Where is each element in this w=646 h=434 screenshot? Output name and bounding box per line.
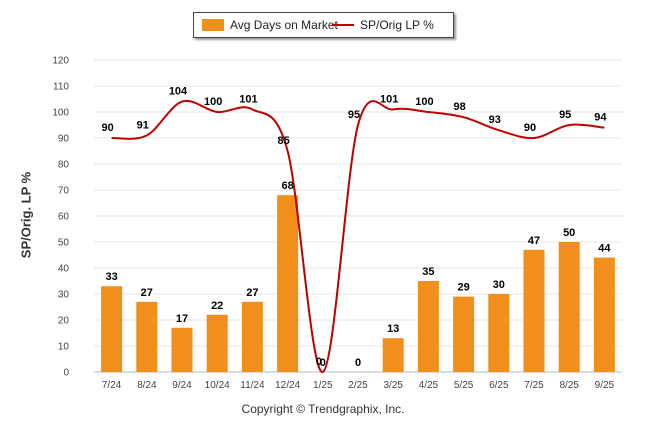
y-axis-title: SP/Orig. LP % (18, 171, 34, 259)
legend-bar-swatch (202, 19, 224, 31)
x-tick-label: 1/25 (313, 380, 333, 391)
x-tick-label: 5/25 (454, 380, 474, 391)
bar-data-label: 27 (246, 287, 258, 299)
y-tick-label: 30 (58, 290, 70, 301)
bar (241, 301, 263, 372)
line-data-label: 101 (380, 93, 398, 105)
line-data-label: 104 (169, 86, 188, 98)
bar (101, 286, 123, 372)
bar (382, 338, 404, 372)
bar-data-label: 47 (528, 235, 540, 247)
y-tick-label: 60 (58, 212, 70, 223)
line-data-label: 90 (524, 122, 536, 134)
line-data-label: 94 (594, 112, 607, 124)
y-tick-label: 110 (53, 82, 69, 93)
line-data-label: 85 (277, 135, 289, 147)
y-tick-label: 50 (58, 238, 70, 249)
x-tick-label: 8/25 (559, 380, 579, 391)
bar-data-label: 68 (281, 180, 293, 192)
x-tick-label: 7/24 (102, 380, 122, 391)
bar-series (101, 195, 615, 372)
x-tick-label: 7/25 (524, 380, 544, 391)
bar (136, 301, 158, 372)
bar (417, 281, 439, 372)
legend: Avg Days on Market SP/Orig LP % (193, 12, 454, 38)
line-data-label: 90 (101, 122, 113, 134)
line-data-label: 98 (453, 101, 465, 113)
bar-data-label: 13 (387, 323, 399, 335)
copyright-text: Copyright © Trendgraphix, Inc. (241, 402, 405, 416)
bar-data-label: 50 (563, 227, 575, 239)
y-tick-label: 20 (58, 316, 70, 327)
line-data-label: 91 (137, 119, 149, 131)
bar-data-label: 44 (598, 243, 611, 255)
y-tick-label: 80 (58, 160, 70, 171)
line-series (111, 99, 605, 374)
bar-data-label: 29 (457, 282, 469, 294)
y-tick-label: 120 (52, 56, 69, 67)
x-tick-label: 3/25 (383, 380, 403, 391)
x-tick-label: 9/25 (595, 380, 615, 391)
x-tick-label: 2/25 (348, 380, 368, 391)
x-tick-label: 12/24 (275, 380, 300, 391)
line-data-label: 93 (489, 114, 501, 126)
y-tick-label: 90 (58, 134, 70, 145)
y-tick-label: 70 (58, 186, 70, 197)
line-data-label: 95 (559, 109, 571, 121)
x-tick-label: 11/24 (240, 380, 265, 391)
bar (558, 242, 580, 372)
bar (523, 249, 545, 372)
y-tick-label: 0 (63, 368, 69, 379)
bar (277, 195, 299, 372)
bar (206, 314, 228, 372)
y-tick-label: 10 (58, 342, 70, 353)
bar-data-label: 22 (211, 300, 223, 312)
y-tick-label: 40 (58, 264, 70, 275)
bar (171, 327, 193, 372)
x-axis-ticks: 7/24 8/24 9/24 10/24 11/24 12/24 1/25 2/25 3/25 4… (102, 380, 615, 391)
legend-line-swatch (332, 24, 354, 26)
line-data-label: 95 (348, 109, 360, 121)
x-tick-label: 6/25 (489, 380, 509, 391)
bar-data-label: 33 (105, 271, 117, 283)
bar-data-label: 0 (320, 357, 326, 369)
x-tick-label: 8/24 (137, 380, 157, 391)
line-data-label: 100 (415, 96, 433, 108)
line-data-label: 101 (239, 93, 257, 105)
y-axis-ticks: 0 10 20 30 40 50 60 70 80 90 100 110 120 (52, 56, 69, 379)
bar (593, 257, 615, 372)
x-tick-label: 9/24 (172, 380, 192, 391)
bar-data-label: 30 (493, 279, 505, 291)
bar-data-label: 35 (422, 266, 434, 278)
bar (453, 296, 475, 372)
bar (488, 294, 510, 372)
x-tick-label: 10/24 (205, 380, 230, 391)
y-tick-label: 100 (52, 108, 69, 119)
x-tick-label: 4/25 (419, 380, 439, 391)
bar-data-label: 0 (355, 357, 361, 369)
line-path (111, 99, 605, 374)
legend-line-label: SP/Orig LP % (360, 18, 434, 32)
legend-bar-label: Avg Days on Market (230, 18, 338, 32)
line-data-label: 100 (204, 96, 222, 108)
bar-data-label: 27 (141, 287, 153, 299)
bar-data-label: 17 (176, 313, 188, 325)
line-data-label: 0 (316, 356, 322, 368)
